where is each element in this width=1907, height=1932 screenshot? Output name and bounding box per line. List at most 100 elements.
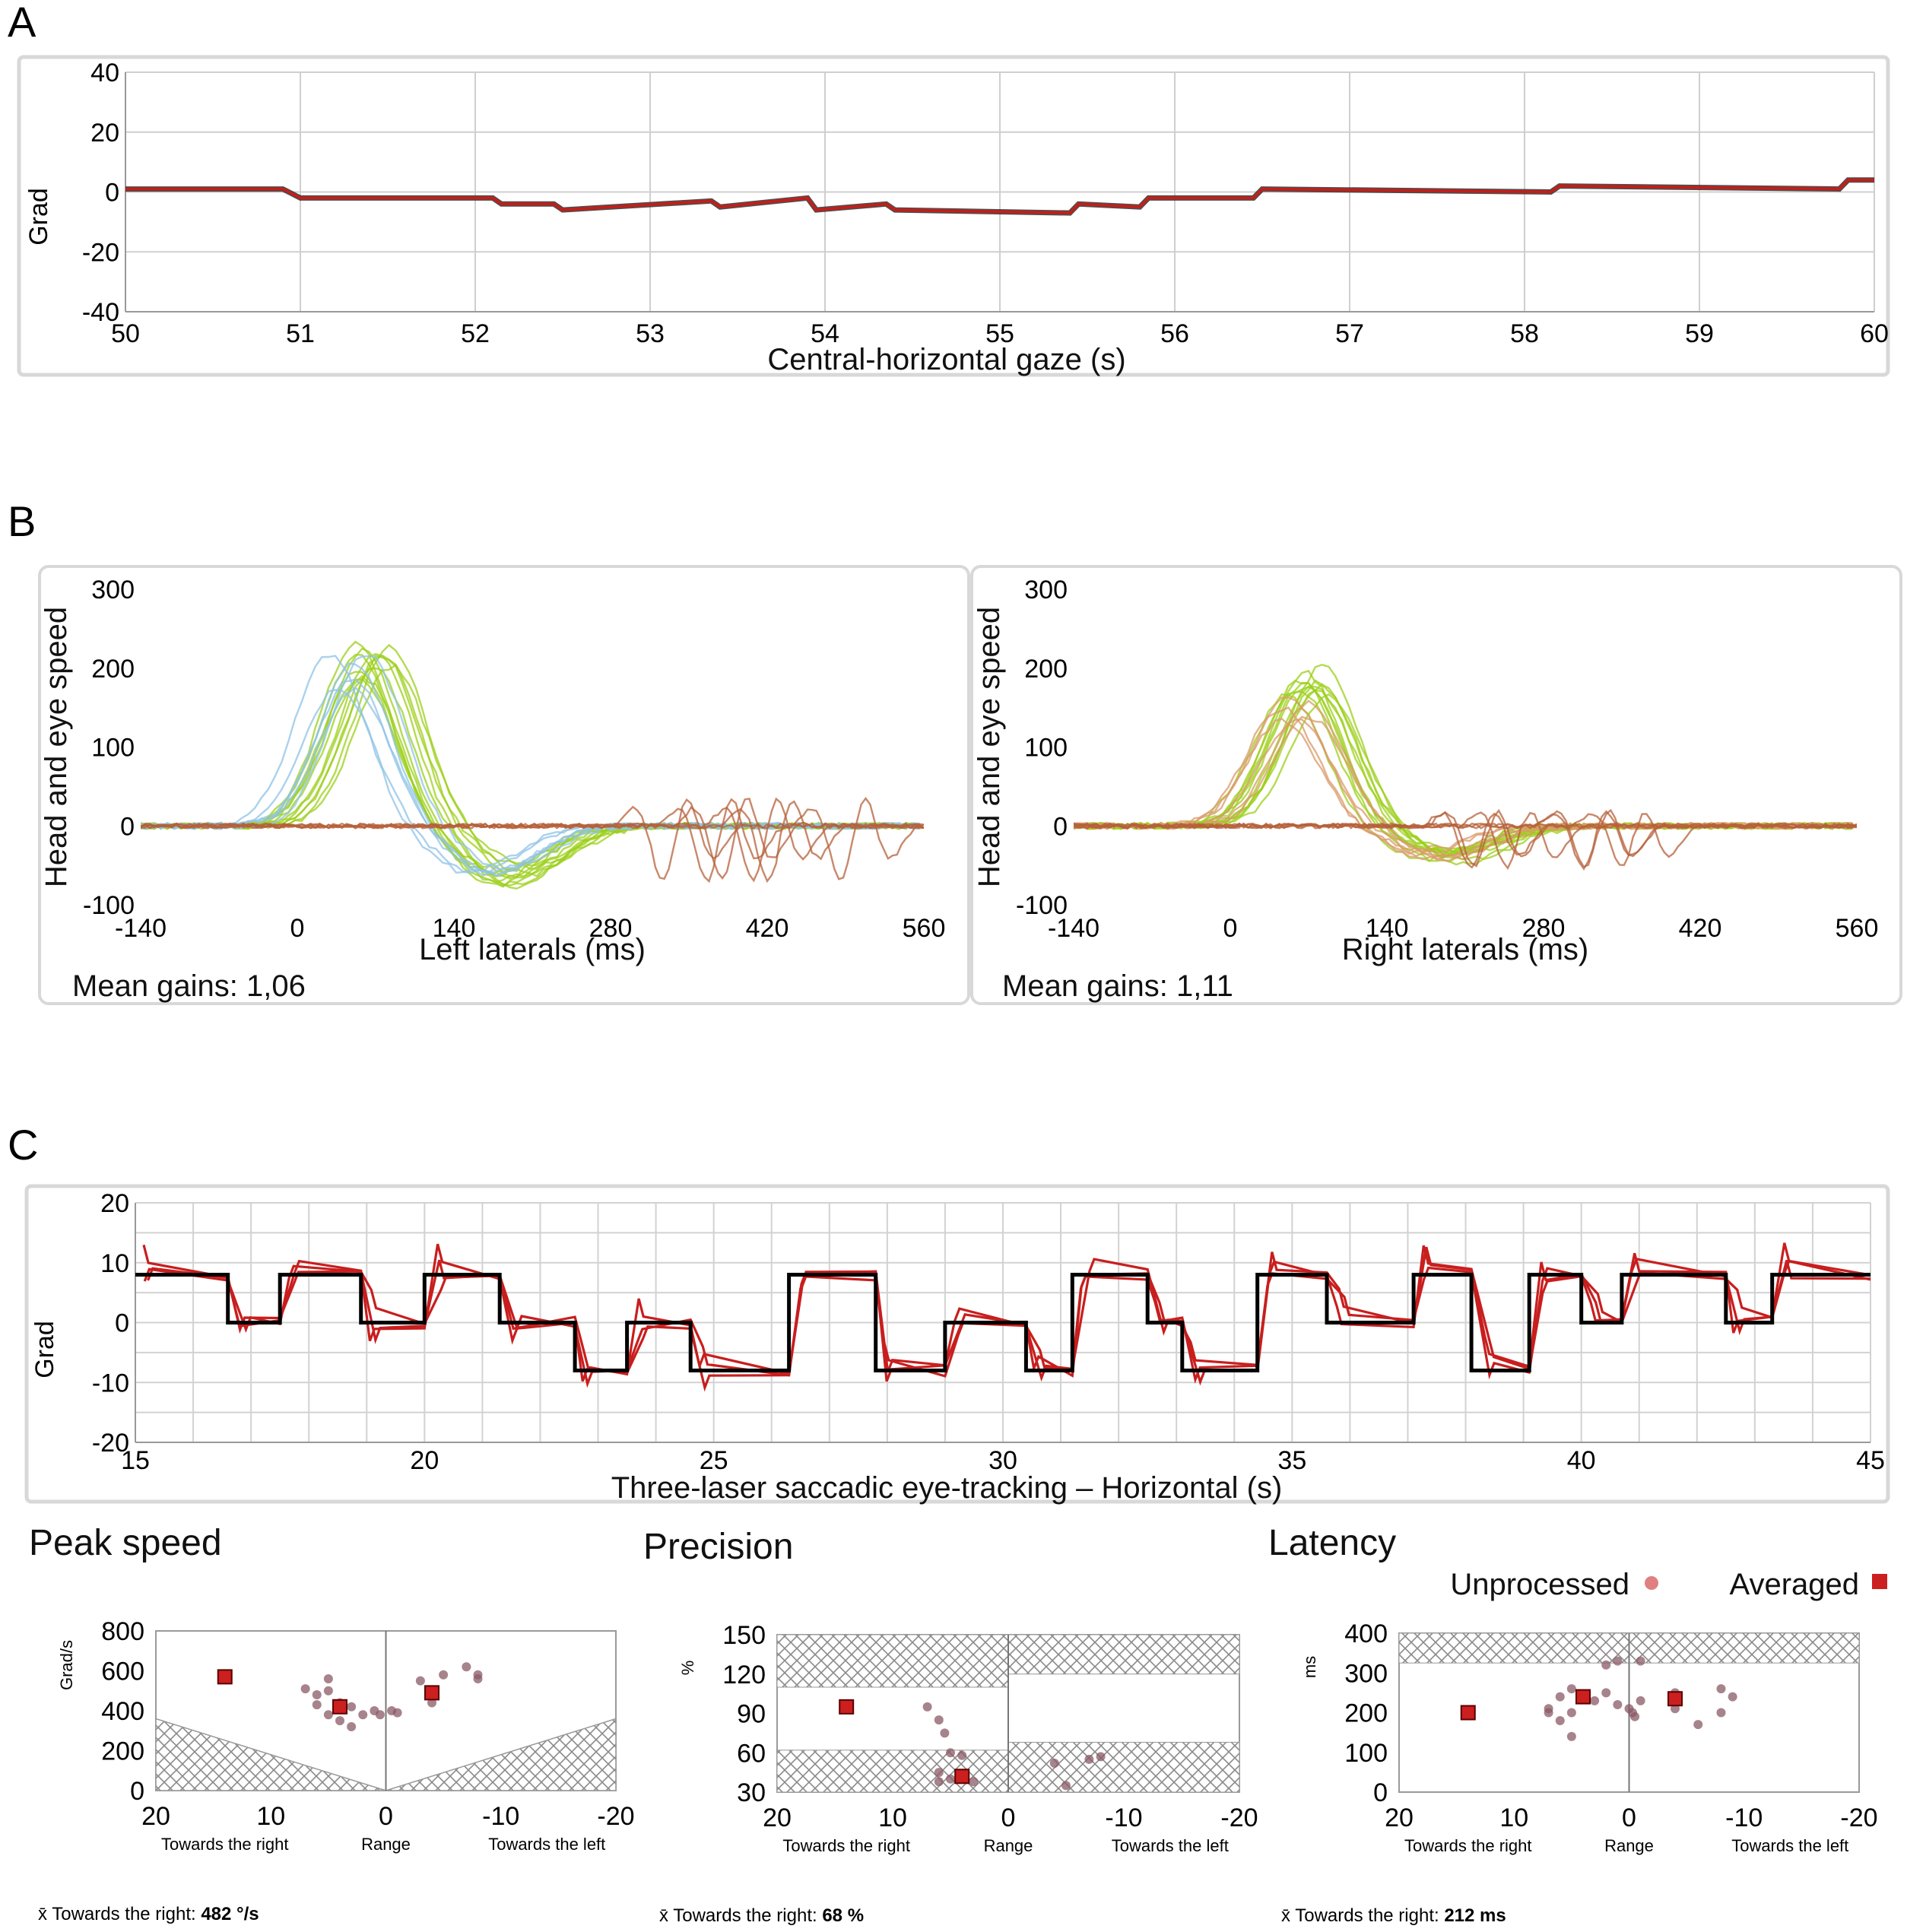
x-tick-label: 140 (433, 914, 476, 943)
unprocessed-point (957, 1750, 967, 1760)
invalid-region (155, 1718, 386, 1791)
unprocessed-point (300, 1684, 310, 1694)
unprocessed-point (323, 1674, 333, 1683)
x-tick-label: 280 (1522, 914, 1566, 943)
speed-trace (141, 796, 924, 880)
legend-unprocessed-marker (1645, 1576, 1658, 1590)
x-tick-label: 51 (286, 319, 315, 348)
x-tick-label: -20 (1840, 1804, 1877, 1832)
speed-trace (141, 652, 920, 887)
x-tick-label: 52 (461, 319, 490, 348)
unprocessed-point (1693, 1720, 1703, 1730)
y-tick-label: 100 (1344, 1739, 1388, 1768)
y-tick-label: 40 (90, 59, 119, 87)
unprocessed-point (946, 1774, 955, 1784)
x-tick-label: 30 (988, 1446, 1017, 1475)
x-tick-label: 0 (1622, 1804, 1636, 1832)
unprocessed-point (1566, 1731, 1576, 1741)
unprocessed-point (392, 1708, 402, 1718)
x-caption: Towards the right (1404, 1836, 1532, 1855)
averaged-point (332, 1699, 347, 1715)
x-tick-label: 56 (1160, 319, 1189, 348)
unprocessed-point (1728, 1692, 1737, 1702)
speed-trace (1074, 706, 1853, 855)
y-tick-label: 200 (91, 655, 135, 684)
y-tick-label: 150 (722, 1621, 766, 1650)
y-axis-label: Grad (24, 188, 53, 246)
unprocessed-point (1613, 1700, 1623, 1710)
x-tick-label: 59 (1685, 319, 1714, 348)
unprocessed-point (1566, 1708, 1576, 1718)
x-tick-label: -140 (115, 914, 167, 943)
speed-trace (1074, 681, 1853, 857)
invalid-region (1007, 1741, 1240, 1793)
unprocessed-point (1555, 1715, 1565, 1725)
averaged-point (954, 1769, 970, 1784)
speed-trace (141, 654, 920, 867)
chart-a-frame (17, 55, 1890, 377)
x-tick-label: 560 (1836, 914, 1879, 943)
y-tick-label: -100 (83, 891, 135, 920)
unprocessed-point (940, 1728, 950, 1738)
x-tick-label: 20 (1385, 1804, 1414, 1832)
speed-trace (141, 640, 920, 877)
x-tick-label: 140 (1366, 914, 1409, 943)
unprocessed-point (415, 1676, 425, 1686)
unprocessed-point (1590, 1696, 1600, 1705)
panel-label-c: C (8, 1121, 38, 1169)
y-tick-label: 100 (91, 734, 135, 763)
unprocessed-point (323, 1686, 333, 1696)
speed-trace (141, 678, 920, 874)
invalid-region (1007, 1634, 1240, 1675)
unprocessed-point (427, 1698, 436, 1708)
stat-value: 212 ms (1444, 1905, 1506, 1926)
speed-trace (1074, 717, 1853, 853)
invalid-region (776, 1750, 1009, 1793)
eye-trace (147, 1242, 1871, 1386)
speed-trace (1074, 693, 1853, 862)
averaged-point (1460, 1705, 1476, 1721)
x-tick-label: 40 (1567, 1446, 1596, 1475)
unprocessed-point (934, 1768, 944, 1778)
x-caption: Towards the right (782, 1836, 910, 1855)
panel-label-a: A (8, 0, 36, 46)
speed-trace (1074, 811, 1857, 871)
averaged-point (1575, 1689, 1591, 1705)
series-line (125, 178, 1874, 215)
y-tick-label: 800 (101, 1617, 144, 1646)
unprocessed-point (1716, 1708, 1726, 1718)
chart-b-left-frame (38, 565, 970, 1005)
x-tick-label: 0 (379, 1802, 393, 1831)
unprocessed-point (934, 1715, 944, 1725)
x-caption: Range (984, 1836, 1033, 1855)
y-tick-label: 200 (1344, 1699, 1388, 1728)
speed-trace (1074, 696, 1853, 861)
unprocessed-point (312, 1690, 322, 1699)
unprocessed-point (347, 1722, 357, 1731)
y-tick-label: -20 (92, 1429, 129, 1458)
y-tick-label: 400 (101, 1697, 144, 1726)
speed-trace (141, 667, 920, 890)
unprocessed-point (1636, 1656, 1645, 1666)
invalid-region (776, 1634, 1009, 1688)
x-tick-label: 55 (985, 319, 1014, 348)
y-tick-label: -20 (82, 238, 119, 267)
unprocessed-point (335, 1716, 344, 1726)
averaged-point (424, 1685, 439, 1701)
legend-unprocessed-label: Unprocessed (1450, 1568, 1629, 1601)
target-trace (135, 1273, 1871, 1372)
mean-gains-annotation: Mean gains: 1,06 (72, 969, 306, 1003)
unprocessed-point (1061, 1781, 1071, 1791)
y-tick-label: 20 (100, 1189, 129, 1218)
unprocessed-point (375, 1710, 385, 1720)
y-tick-label: 10 (100, 1249, 129, 1278)
unprocessed-point (1601, 1660, 1611, 1670)
y-tick-label: 0 (1373, 1778, 1388, 1807)
x-tick-label: 53 (636, 319, 665, 348)
y-tick-label: 300 (1344, 1659, 1388, 1688)
speed-trace (1074, 689, 1853, 855)
stat-value: 68 % (822, 1905, 864, 1926)
y-axis-label: Grad/s (57, 1640, 76, 1690)
unprocessed-point (358, 1710, 368, 1720)
x-axis-label: Central-horizontal gaze (s) (767, 343, 1125, 376)
